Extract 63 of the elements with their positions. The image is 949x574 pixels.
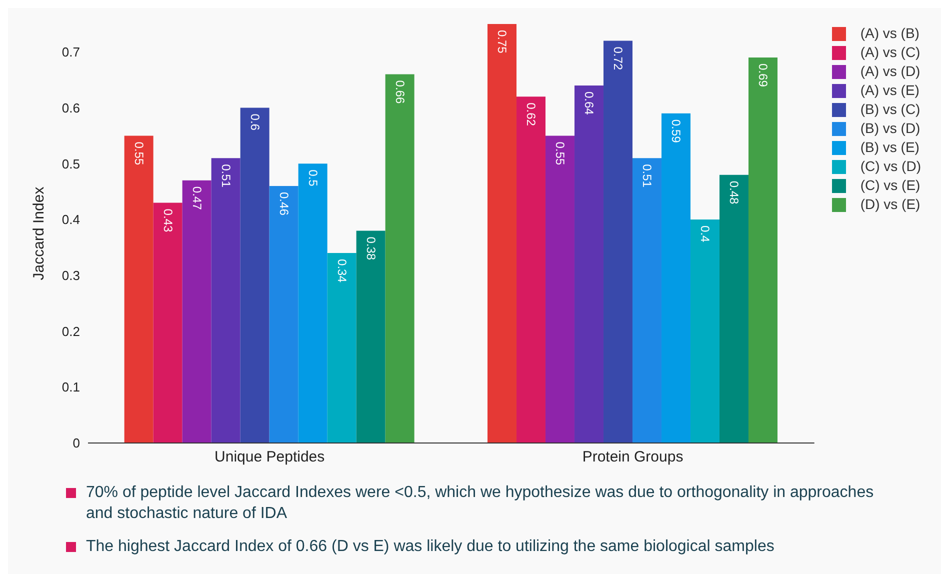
bar [690, 220, 720, 443]
y-tick-label: 0.3 [62, 268, 80, 284]
legend-label: (C) vs (D) [860, 158, 921, 174]
data-label: 0.34 [334, 259, 349, 283]
bar [487, 24, 516, 443]
y-tick-label: 0.5 [62, 156, 80, 172]
text: 70% of peptide level Jaccard Indexes were <0.5, which we hypothesize was due to orthogonality in approaches and stochastic nature of IDA [86, 483, 875, 524]
y-axis-title: Jaccard Index [30, 186, 48, 280]
legend-label: (B) vs (C) [860, 101, 920, 117]
data-label: 0.69 [756, 64, 770, 88]
data-label: 0.51 [640, 164, 654, 188]
bar [661, 113, 690, 443]
bar [545, 136, 574, 443]
text: The highest Jaccard Index of 0.66 (D vs E) was likely due to utilizing the same biological samples [86, 537, 774, 557]
bar [356, 230, 386, 443]
data-label: 0.55 [552, 142, 567, 166]
y-tick-label: 0 [72, 436, 80, 451]
data-label: 0.48 [726, 180, 741, 205]
legend-label: (B) vs (E) [860, 139, 920, 155]
legend-label: (D) vs (E) [860, 196, 920, 212]
data-label: 0.72 [610, 46, 625, 70]
bar [269, 186, 298, 443]
bar [603, 40, 632, 443]
x-tick-label: Unique Peptides [214, 448, 325, 466]
bar [298, 164, 328, 443]
legend-label: (A) vs (B) [860, 25, 920, 41]
x-tick-label: Protein Groups [582, 448, 684, 466]
data-label: 0.6 [248, 114, 262, 131]
data-label: 0.43 [160, 208, 175, 232]
legend-label: (A) vs (C) [860, 44, 920, 60]
data-label: 0.66 [392, 80, 407, 104]
data-label: 0.55 [132, 142, 146, 166]
y-tick-label: 0.2 [62, 324, 80, 339]
y-tick-label: 0.4 [62, 212, 80, 228]
bar [327, 253, 356, 443]
y-tick-label: 0.6 [62, 100, 80, 116]
bar [240, 108, 270, 443]
data-label: 0.46 [276, 192, 291, 216]
y-tick-label: 0.1 [62, 380, 80, 395]
bar [516, 96, 546, 443]
data-label: 0.5 [306, 170, 320, 187]
legend-label: (B) vs (D) [860, 120, 920, 136]
bar [574, 85, 604, 443]
data-label: 0.38 [364, 236, 378, 260]
y-tick-label: 0.7 [62, 44, 80, 60]
legend-label: (C) vs (E) [860, 177, 920, 193]
bar [124, 136, 154, 443]
data-label: 0.64 [582, 91, 596, 116]
bar [182, 180, 212, 443]
bar [719, 174, 748, 443]
data-label: 0.4 [698, 226, 712, 243]
bar [748, 58, 778, 443]
legend-label: (A) vs (E) [860, 82, 920, 98]
data-label: 0.59 [668, 119, 683, 144]
bar [385, 74, 414, 443]
data-label: 0.51 [218, 164, 233, 188]
bar [211, 158, 240, 443]
data-label: 0.62 [524, 102, 538, 126]
data-label: 0.75 [494, 30, 509, 54]
legend-label: (A) vs (D) [860, 63, 920, 79]
bar [632, 158, 662, 443]
data-label: 0.47 [190, 186, 204, 210]
bar [153, 202, 182, 443]
